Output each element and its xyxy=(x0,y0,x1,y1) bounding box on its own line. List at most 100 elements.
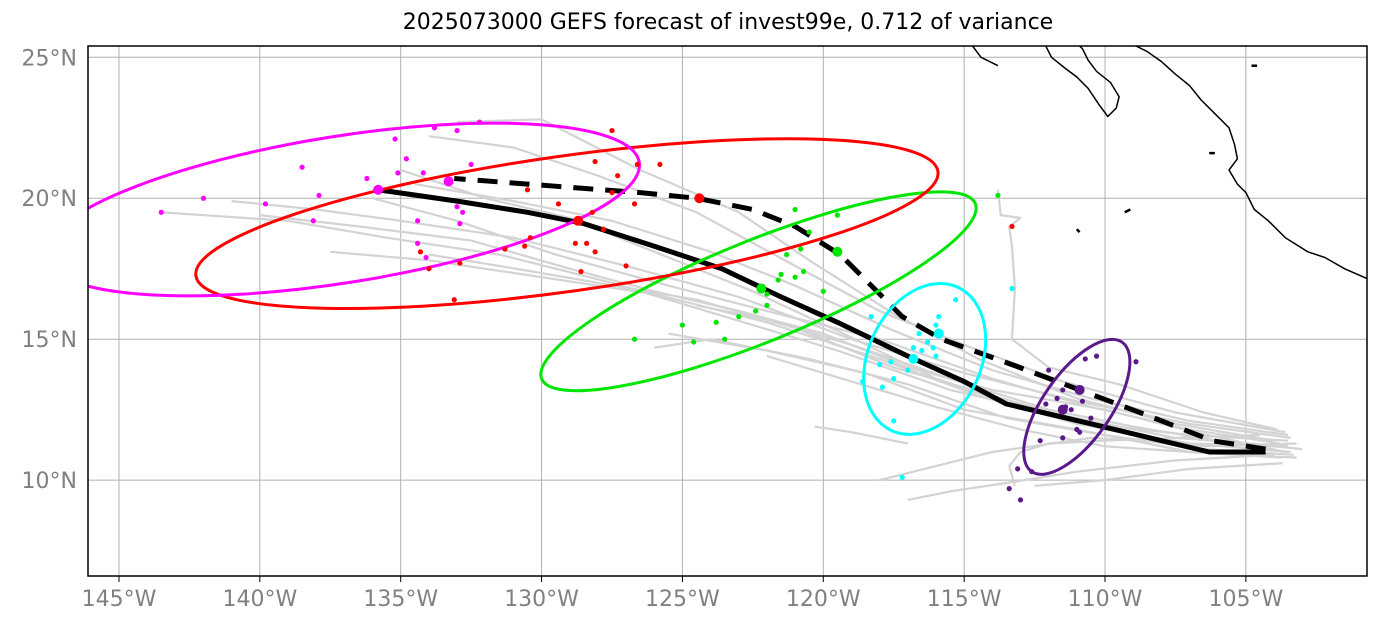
member-position-dot xyxy=(1029,469,1035,475)
lon-tick-label: 120°W xyxy=(786,587,861,612)
member-position-dot xyxy=(623,263,629,269)
chart-title: 2025073000 GEFS forecast of invest99e, 0… xyxy=(402,10,1054,35)
member-position-dot xyxy=(877,361,883,368)
member-position-dot xyxy=(158,209,164,215)
member-position-dot xyxy=(792,274,798,280)
lat-tick-label: 25°N xyxy=(22,46,77,71)
member-position-dot xyxy=(600,226,607,232)
ensemble-track xyxy=(1034,462,1283,487)
member-position-dot xyxy=(933,322,939,328)
map-data xyxy=(88,46,1367,503)
mean-position-dot xyxy=(1057,404,1068,415)
member-position-dot xyxy=(457,260,463,266)
member-position-dot xyxy=(995,192,1001,199)
uncertainty-ellipse xyxy=(862,282,988,436)
map-frame xyxy=(87,45,1368,577)
lat-tick-label: 10°N xyxy=(22,469,77,494)
member-position-dot xyxy=(1060,387,1066,393)
lon-tick-label: 145°W xyxy=(82,587,157,612)
member-position-dot xyxy=(431,125,438,131)
member-position-dot xyxy=(392,136,398,142)
member-position-dot xyxy=(679,322,686,328)
coastline-baja xyxy=(1045,46,1120,118)
member-position-dot xyxy=(426,266,432,272)
member-position-dot xyxy=(454,127,460,134)
member-position-dot xyxy=(891,418,897,424)
member-position-dot xyxy=(910,345,917,351)
lon-tick-label: 135°W xyxy=(363,587,438,612)
ensemble-track xyxy=(907,453,1275,501)
member-position-dot xyxy=(262,201,269,207)
member-position-dot xyxy=(592,249,598,255)
member-position-dot xyxy=(527,235,533,241)
member-position-dot xyxy=(609,189,615,196)
member-position-dot xyxy=(403,156,409,162)
ensemble-track xyxy=(457,118,1275,442)
member-position-dot xyxy=(753,308,759,314)
member-position-dot xyxy=(764,291,770,297)
member-position-dot xyxy=(1077,429,1083,435)
member-position-dot xyxy=(522,243,528,249)
coastline-mexico xyxy=(1135,46,1367,280)
member-position-dot xyxy=(713,319,719,325)
member-position-dot xyxy=(1009,223,1015,230)
member-position-dot xyxy=(555,201,562,207)
gridlines xyxy=(88,46,1367,576)
member-position-dot xyxy=(792,206,798,213)
member-position-dot xyxy=(1079,398,1086,404)
member-position-dot xyxy=(1015,466,1021,472)
member-position-dot xyxy=(1037,438,1043,444)
ensemble-track xyxy=(161,211,1289,448)
member-position-dot xyxy=(722,336,728,342)
lon-tick-label: 125°W xyxy=(645,587,720,612)
member-position-dot xyxy=(1060,435,1066,441)
member-position-dot xyxy=(800,268,807,275)
axis-ticks: 145°W 140°W 135°W 130°W 125°W 120°W 115°W 110°W… xyxy=(22,46,1284,612)
member-position-dot xyxy=(584,240,590,246)
island xyxy=(1075,228,1081,233)
lat-tick-label: 20°N xyxy=(22,187,77,212)
member-position-dot xyxy=(899,474,905,480)
member-position-dot xyxy=(310,218,316,224)
lon-tick-label: 130°W xyxy=(504,587,579,612)
ensemble-track xyxy=(879,436,1280,482)
member-position-dot xyxy=(834,212,840,218)
member-position-dot xyxy=(417,249,424,255)
member-position-dot xyxy=(299,164,305,170)
member-position-dot xyxy=(572,240,578,246)
member-position-dot xyxy=(615,173,621,179)
member-position-dot xyxy=(820,288,826,294)
uncertainty-ellipse xyxy=(194,137,940,311)
member-position-dot xyxy=(631,201,638,207)
ensemble-track xyxy=(428,135,1286,434)
member-position-dot xyxy=(924,339,931,345)
lon-tick-label: 105°W xyxy=(1208,587,1283,612)
member-position-dot xyxy=(1054,395,1060,401)
member-position-dot xyxy=(454,204,460,210)
member-position-dot xyxy=(468,161,474,168)
member-position-dot xyxy=(806,229,812,235)
member-position-dot xyxy=(764,302,770,308)
member-position-dot xyxy=(1133,359,1139,365)
member-position-dot xyxy=(891,376,897,382)
member-position-dot xyxy=(1006,486,1012,492)
uncertainty-ellipse xyxy=(88,121,641,298)
member-position-dot xyxy=(736,314,742,320)
ensemble-track xyxy=(766,355,1283,459)
ensemble-track xyxy=(428,253,1289,442)
member-position-dot xyxy=(609,127,615,134)
member-position-dot xyxy=(631,336,638,342)
ensemble-track xyxy=(814,425,909,445)
coastline-baja-west xyxy=(971,46,999,67)
mean-position-dot xyxy=(373,184,384,195)
member-position-dot xyxy=(200,195,207,201)
member-position-dot xyxy=(868,314,874,320)
member-position-dot xyxy=(1017,497,1024,503)
member-position-dot xyxy=(423,254,429,261)
member-position-dot xyxy=(524,187,531,193)
mean-position-dot xyxy=(832,246,843,257)
mean-position-dot xyxy=(933,328,944,339)
ensemble-track xyxy=(259,214,1286,454)
member-position-dot xyxy=(778,271,784,277)
